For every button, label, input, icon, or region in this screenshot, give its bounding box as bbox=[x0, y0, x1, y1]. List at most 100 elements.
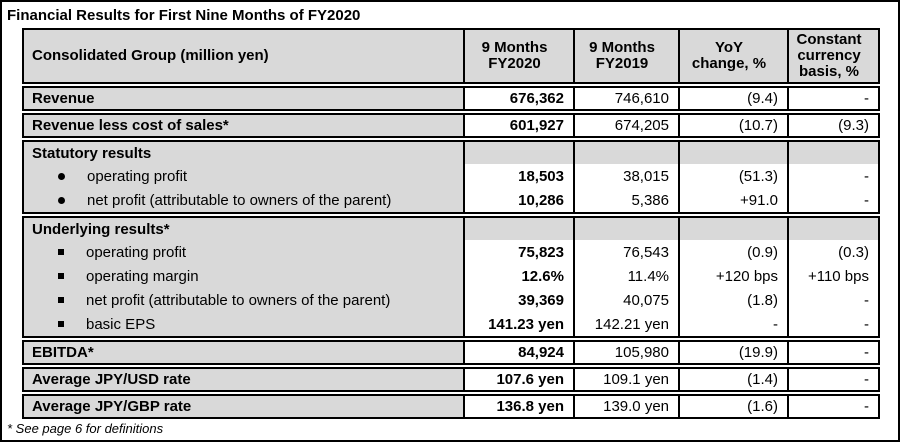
row-group: Revenue 676,362 746,610 (9.4) - bbox=[22, 86, 880, 111]
row-label: EBITDA* bbox=[24, 342, 463, 363]
value-constant-currency: +110 bps bbox=[787, 264, 878, 288]
row-label: Revenue bbox=[24, 88, 463, 109]
value-fy2019: 674,205 bbox=[573, 115, 678, 136]
value-fy2019: 142.21 yen bbox=[573, 312, 678, 336]
column-header-consolidated-group: Consolidated Group (million yen) bbox=[24, 30, 463, 82]
row-label-text: basic EPS bbox=[86, 315, 156, 333]
value-yoy-change: (10.7) bbox=[678, 115, 787, 136]
value-yoy-change: (1.4) bbox=[678, 369, 787, 390]
value-fy2020: 136.8 yen bbox=[463, 396, 573, 417]
footnote: * See page 6 for definitions bbox=[7, 421, 164, 436]
column-header-yoy-change: YoY change, % bbox=[678, 30, 787, 82]
table-row: Revenue 676,362 746,610 (9.4) - bbox=[24, 88, 878, 109]
value-fy2019: 40,075 bbox=[573, 288, 678, 312]
value-fy2019: 746,610 bbox=[573, 88, 678, 109]
value-constant-currency: (9.3) bbox=[787, 115, 878, 136]
value-yoy-change: +120 bps bbox=[678, 264, 787, 288]
row-label-text: operating margin bbox=[86, 267, 199, 285]
value-constant-currency: - bbox=[787, 396, 878, 417]
value-fy2020: 107.6 yen bbox=[463, 369, 573, 390]
value-constant-currency: - bbox=[787, 369, 878, 390]
value-fy2020: 676,362 bbox=[463, 88, 573, 109]
value-fy2020: 601,927 bbox=[463, 115, 573, 136]
value-fy2020: 18,503 bbox=[463, 164, 573, 188]
page-title: Financial Results for First Nine Months … bbox=[7, 7, 361, 24]
row-group: Average JPY/USD rate 107.6 yen 109.1 yen (1… bbox=[22, 367, 880, 392]
row-label: net profit (attributable to owners of th… bbox=[24, 188, 463, 212]
value-fy2020 bbox=[463, 142, 573, 164]
table-row: EBITDA* 84,924 105,980 (19.9) - bbox=[24, 342, 878, 363]
value-fy2020: 10,286 bbox=[463, 188, 573, 212]
row-group: Average JPY/GBP rate 136.8 yen 139.0 yen (1… bbox=[22, 394, 880, 419]
column-header-9m-fy2020: 9 Months FY2020 bbox=[463, 30, 573, 82]
value-fy2020: 84,924 bbox=[463, 342, 573, 363]
value-yoy-change bbox=[678, 142, 787, 164]
value-yoy-change: (19.9) bbox=[678, 342, 787, 363]
square-bullet-icon bbox=[58, 297, 64, 303]
row-group: Underlying results* operating profit 75,82… bbox=[22, 216, 880, 338]
value-fy2019: 109.1 yen bbox=[573, 369, 678, 390]
financial-results-table: Consolidated Group (million yen) 9 Month… bbox=[22, 28, 880, 419]
value-yoy-change: (9.4) bbox=[678, 88, 787, 109]
row-label: Average JPY/GBP rate bbox=[24, 396, 463, 417]
square-bullet-icon bbox=[58, 273, 64, 279]
row-label-text: Statutory results bbox=[32, 144, 152, 162]
row-group: Revenue less cost of sales* 601,927 674,20… bbox=[22, 113, 880, 138]
value-constant-currency: - bbox=[787, 188, 878, 212]
table-row: Average JPY/USD rate 107.6 yen 109.1 yen (1… bbox=[24, 369, 878, 390]
table-row: Underlying results* bbox=[24, 218, 878, 240]
row-label-text: EBITDA* bbox=[32, 344, 94, 361]
value-fy2019: 38,015 bbox=[573, 164, 678, 188]
table-row: net profit (attributable to owners of th… bbox=[24, 288, 878, 312]
square-bullet-icon bbox=[58, 249, 64, 255]
value-fy2020: 75,823 bbox=[463, 240, 573, 264]
row-label-text: operating profit bbox=[87, 167, 188, 185]
row-label-text: net profit (attributable to owners of th… bbox=[86, 291, 391, 309]
row-label-text: Underlying results* bbox=[32, 220, 170, 238]
row-label: operating profit bbox=[24, 240, 463, 264]
row-group: EBITDA* 84,924 105,980 (19.9) - bbox=[22, 340, 880, 365]
value-yoy-change bbox=[678, 218, 787, 240]
column-header-constant-currency: Constant currency basis, % bbox=[787, 30, 878, 82]
value-constant-currency: - bbox=[787, 88, 878, 109]
value-fy2020: 141.23 yen bbox=[463, 312, 573, 336]
round-bullet-icon bbox=[58, 196, 65, 204]
row-label-text: Average JPY/GBP rate bbox=[32, 398, 192, 415]
value-yoy-change: (0.9) bbox=[678, 240, 787, 264]
table-row: basic EPS 141.23 yen 142.21 yen - - bbox=[24, 312, 878, 336]
value-fy2019: 105,980 bbox=[573, 342, 678, 363]
value-yoy-change: (1.8) bbox=[678, 288, 787, 312]
row-label-text: operating profit bbox=[86, 243, 187, 261]
value-constant-currency: - bbox=[787, 312, 878, 336]
table-body: Revenue 676,362 746,610 (9.4) - Revenue less … bbox=[22, 86, 880, 419]
value-yoy-change: (51.3) bbox=[678, 164, 787, 188]
row-label: net profit (attributable to owners of th… bbox=[24, 288, 463, 312]
table-row: net profit (attributable to owners of th… bbox=[24, 188, 878, 212]
value-fy2019: 76,543 bbox=[573, 240, 678, 264]
value-fy2019: 139.0 yen bbox=[573, 396, 678, 417]
row-label: basic EPS bbox=[24, 312, 463, 336]
value-constant-currency: (0.3) bbox=[787, 240, 878, 264]
value-yoy-change: - bbox=[678, 312, 787, 336]
row-label-text: Revenue less cost of sales* bbox=[32, 117, 229, 134]
header-row: Consolidated Group (million yen) 9 Month… bbox=[24, 30, 878, 82]
row-label: Underlying results* bbox=[24, 218, 463, 240]
row-label-text: net profit (attributable to owners of th… bbox=[87, 191, 392, 209]
table-header-row: Consolidated Group (million yen) 9 Month… bbox=[22, 28, 880, 84]
round-bullet-icon bbox=[58, 172, 65, 180]
table-row: operating margin 12.6% 11.4% +120 bps +110 b… bbox=[24, 264, 878, 288]
value-fy2019 bbox=[573, 142, 678, 164]
value-constant-currency bbox=[787, 218, 878, 240]
row-group: Statutory results operating profit 18,503 3… bbox=[22, 140, 880, 214]
value-fy2019: 11.4% bbox=[573, 264, 678, 288]
column-header-9m-fy2019: 9 Months FY2019 bbox=[573, 30, 678, 82]
row-label-text: Average JPY/USD rate bbox=[32, 371, 191, 388]
table-row: operating profit 75,823 76,543 (0.9) (0.3) bbox=[24, 240, 878, 264]
table-row: Average JPY/GBP rate 136.8 yen 139.0 yen (1… bbox=[24, 396, 878, 417]
row-label: Revenue less cost of sales* bbox=[24, 115, 463, 136]
table-row: Statutory results bbox=[24, 142, 878, 164]
row-label: Average JPY/USD rate bbox=[24, 369, 463, 390]
value-constant-currency: - bbox=[787, 342, 878, 363]
value-fy2019 bbox=[573, 218, 678, 240]
